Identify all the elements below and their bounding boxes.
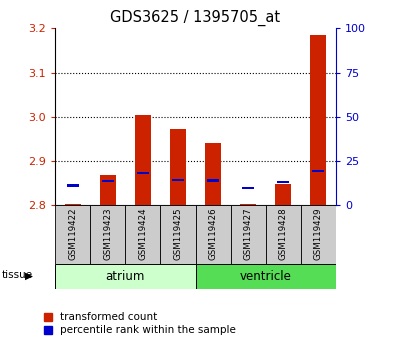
Bar <box>207 179 219 182</box>
Text: GSM119424: GSM119424 <box>138 207 147 260</box>
Text: GSM119427: GSM119427 <box>244 207 253 260</box>
Text: GSM119426: GSM119426 <box>209 207 218 260</box>
Bar <box>67 184 79 187</box>
Text: GSM119425: GSM119425 <box>173 207 182 260</box>
Text: ventricle: ventricle <box>240 270 292 282</box>
Text: GSM119423: GSM119423 <box>103 207 113 260</box>
Text: ▶: ▶ <box>25 270 33 280</box>
Bar <box>126 205 160 264</box>
Bar <box>135 115 151 205</box>
Text: GSM119422: GSM119422 <box>68 207 77 260</box>
Text: tissue: tissue <box>2 270 33 280</box>
Bar <box>55 264 196 289</box>
Bar <box>310 35 326 205</box>
Bar <box>240 204 256 205</box>
Bar <box>301 205 336 264</box>
Bar <box>196 264 336 289</box>
Bar <box>172 178 184 181</box>
Legend: transformed count, percentile rank within the sample: transformed count, percentile rank withi… <box>40 308 241 339</box>
Bar <box>170 129 186 205</box>
Title: GDS3625 / 1395705_at: GDS3625 / 1395705_at <box>111 9 280 25</box>
Bar <box>312 170 324 172</box>
Text: atrium: atrium <box>106 270 145 282</box>
Bar <box>137 172 149 174</box>
Bar <box>102 180 114 182</box>
Bar <box>55 205 90 264</box>
Text: GSM119429: GSM119429 <box>314 207 323 259</box>
Bar <box>275 184 291 205</box>
Bar <box>160 205 196 264</box>
Bar <box>196 205 231 264</box>
Bar <box>90 205 126 264</box>
Bar <box>242 187 254 189</box>
Bar <box>65 204 81 205</box>
Bar <box>100 175 116 205</box>
Bar <box>277 181 289 183</box>
Bar <box>231 205 265 264</box>
Bar <box>265 205 301 264</box>
Text: GSM119428: GSM119428 <box>278 207 288 260</box>
Bar <box>205 143 221 205</box>
